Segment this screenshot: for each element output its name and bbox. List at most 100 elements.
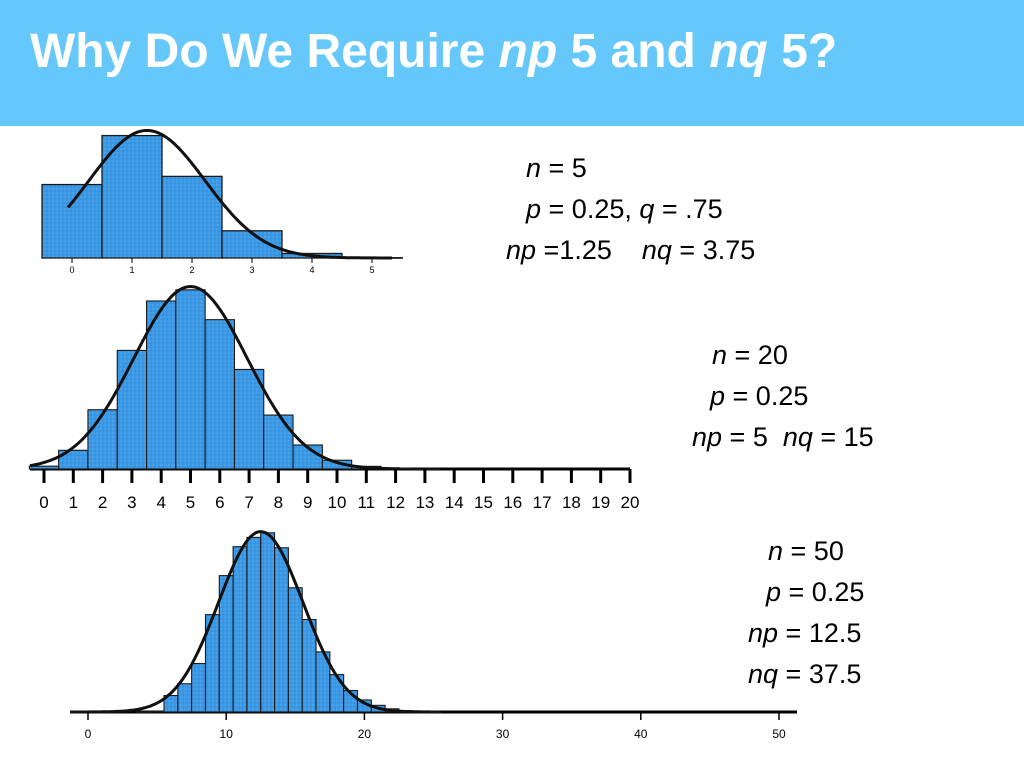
x-tick-label: 2 (98, 493, 107, 512)
histogram-bar (177, 683, 193, 713)
normal-curve (70, 530, 430, 714)
param-text: =1.25 (536, 235, 642, 265)
param-line: p = 0.25, q = .75 (506, 189, 755, 230)
histogram-bar (233, 368, 265, 470)
histogram-bar (204, 319, 235, 470)
histogram-bar (274, 547, 289, 713)
param-text: p (526, 194, 542, 224)
param-line: p = 0.25 (748, 572, 864, 613)
x-tick-label: 15 (474, 493, 493, 512)
x-tick-label: 30 (496, 727, 510, 741)
x-tick-label: 2 (189, 265, 194, 275)
histogram-bar (175, 289, 206, 470)
param-text: p (710, 381, 726, 411)
param-text: nq (748, 659, 779, 689)
normal-curve (29, 284, 400, 471)
x-tick-label: 8 (274, 493, 283, 512)
x-tick-label: 17 (533, 493, 552, 512)
param-text: nq (782, 422, 813, 452)
title-np: np (498, 25, 558, 78)
param-line: np =1.25 nq = 3.75 (506, 230, 755, 271)
param-text: = 12.5 (778, 618, 862, 648)
x-tick-label: 0 (69, 265, 74, 275)
histogram-n20: 0 1 2 3 4 5 6 7 8 9 10 11 12 13 14 15 16 17 18 19 20 (28, 284, 640, 512)
x-tick-label: 6 (215, 493, 224, 512)
histogram-n5: 0 1 2 3 4 5 (41, 129, 403, 275)
param-line: n = 20 (692, 335, 874, 376)
title-part1: Why Do We Require (30, 25, 499, 78)
x-tick-label: 5 (369, 265, 374, 275)
x-tick-label: 12 (386, 493, 405, 512)
histogram-bar (135, 711, 151, 713)
x-tick-label: 19 (591, 493, 610, 512)
x-tick-label: 10 (220, 727, 234, 741)
histogram-bar (116, 349, 148, 470)
x-tick-label: 3 (127, 493, 136, 512)
params-n50: n = 50 p = 0.25 np = 12.5 nq = 37.5 (748, 531, 864, 695)
x-tick-label: 16 (503, 493, 522, 512)
x-tick-label: 7 (244, 493, 253, 512)
title-end: 5? (781, 25, 838, 78)
param-text: np (506, 235, 537, 265)
x-tick-label: 50 (772, 727, 786, 741)
x-tick-label: 13 (415, 493, 434, 512)
param-line: p = 0.25 (692, 376, 874, 417)
histogram-bar (41, 183, 103, 259)
histogram-bar (101, 134, 163, 259)
param-text: = 0.25 (725, 381, 809, 411)
histogram-n50: 0 10 20 30 40 50 (70, 530, 797, 741)
param-text: = .75 (654, 194, 723, 224)
histogram-bar (263, 414, 294, 470)
histogram-bar (149, 710, 165, 713)
param-text: = 15 (812, 422, 874, 452)
x-tick-label: 18 (562, 493, 581, 512)
histogram-bar (246, 536, 262, 713)
histogram-bar (260, 532, 276, 713)
param-text: = 5 (722, 422, 783, 452)
param-text: = 0.25, (541, 194, 640, 224)
param-text: = 20 (727, 340, 788, 370)
param-line: np = 5 nq = 15 (692, 417, 874, 458)
histogram-bar (28, 465, 60, 470)
param-text: = 37.5 (778, 659, 862, 689)
x-tick-label: 0 (39, 493, 48, 512)
param-text: = 3.75 (671, 235, 756, 265)
param-text: p (766, 577, 782, 607)
param-text: q (639, 194, 655, 224)
x-tick-label: 10 (328, 493, 347, 512)
x-tick-label: 14 (445, 493, 464, 512)
param-text: = 0.25 (781, 577, 865, 607)
params-n20: n = 20 p = 0.25 np = 5 nq = 15 (692, 335, 874, 458)
param-text: n (526, 153, 542, 183)
x-tick-label: 0 (85, 727, 92, 741)
param-text: = 50 (783, 536, 844, 566)
x-tick-label: 5 (186, 493, 195, 512)
x-tick-label: 20 (621, 493, 640, 512)
slide-title: Why Do We Require np 5 and nq 5? (30, 24, 837, 79)
histogram-bar (191, 662, 207, 713)
param-text: n (768, 536, 784, 566)
param-text: nq (641, 235, 672, 265)
title-banner: Why Do We Require np 5 and nq 5? (0, 0, 1024, 126)
param-line: n = 5 (506, 148, 755, 189)
histogram-bar (146, 300, 177, 470)
histogram-bar (232, 546, 248, 713)
x-tick-label: 3 (249, 265, 254, 275)
x-tick-label: 1 (129, 265, 134, 275)
x-tick-label: 9 (303, 493, 312, 512)
histogram-bar (287, 587, 303, 713)
x-tick-label: 20 (358, 727, 372, 741)
param-text: n (712, 340, 728, 370)
histogram-bar (329, 674, 345, 713)
param-text: np (692, 422, 723, 452)
title-nq: nq (709, 25, 768, 78)
x-tick-label: 1 (69, 493, 78, 512)
x-tick-label: 11 (357, 493, 375, 512)
param-line: np = 12.5 (748, 613, 864, 654)
histogram-bar (87, 409, 118, 470)
param-line: n = 50 (748, 531, 864, 572)
param-line: nq = 37.5 (748, 654, 864, 695)
param-text: = 5 (541, 153, 587, 183)
